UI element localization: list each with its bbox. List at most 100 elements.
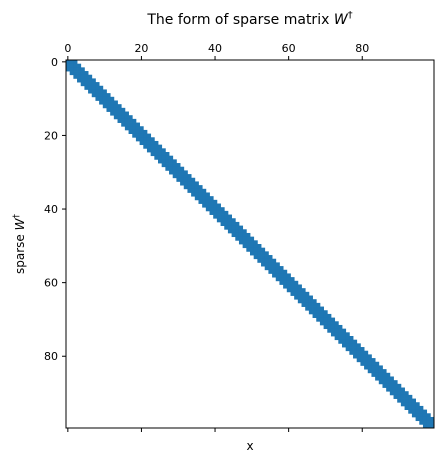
nonzero-cell <box>161 148 166 153</box>
nonzero-cell <box>338 339 343 344</box>
nonzero-cell <box>227 214 232 219</box>
nonzero-cell <box>319 310 324 315</box>
nonzero-cell <box>264 255 269 260</box>
nonzero-cell <box>102 104 107 109</box>
nonzero-cell <box>80 78 85 83</box>
nonzero-cell <box>194 181 199 186</box>
nonzero-cell <box>169 166 174 171</box>
nonzero-cell <box>227 225 232 230</box>
nonzero-cell <box>176 177 181 182</box>
nonzero-cell <box>290 288 295 293</box>
nonzero-cell <box>84 85 89 90</box>
nonzero-cell <box>102 89 107 94</box>
nonzero-cell <box>349 343 354 348</box>
nonzero-cell <box>91 85 96 90</box>
nonzero-cell <box>286 288 291 293</box>
nonzero-cell <box>231 229 236 234</box>
nonzero-cell <box>356 350 361 355</box>
nonzero-cell <box>411 405 416 410</box>
nonzero-cell <box>375 361 380 366</box>
nonzero-cell <box>139 140 144 146</box>
nonzero-cell <box>319 317 324 322</box>
nonzero-cell <box>353 350 358 355</box>
nonzero-cell <box>143 133 148 138</box>
nonzero-cell <box>242 244 247 249</box>
nonzero-cell <box>80 67 85 72</box>
nonzero-cell <box>404 405 409 410</box>
nonzero-cell <box>165 163 170 168</box>
nonzero-cell <box>128 122 133 127</box>
nonzero-cell <box>334 324 339 330</box>
nonzero-cell <box>246 232 251 238</box>
nonzero-cell <box>257 251 262 256</box>
nonzero-cell <box>117 118 122 123</box>
nonzero-cell <box>367 361 372 366</box>
nonzero-cell <box>411 409 416 414</box>
nonzero-cell <box>411 398 416 403</box>
nonzero-cell <box>124 111 129 116</box>
nonzero-cell <box>180 177 185 182</box>
nonzero-cell <box>172 163 177 168</box>
nonzero-cell <box>172 170 177 175</box>
nonzero-cell <box>66 63 71 68</box>
nonzero-cell <box>246 236 251 241</box>
nonzero-cell <box>231 232 236 238</box>
nonzero-cell <box>187 177 192 182</box>
nonzero-cell <box>110 104 115 109</box>
nonzero-cell <box>209 199 214 204</box>
nonzero-cell <box>397 398 402 403</box>
nonzero-cell <box>110 100 115 105</box>
nonzero-cell <box>294 288 299 293</box>
nonzero-cell <box>73 60 78 65</box>
nonzero-cell <box>128 126 133 131</box>
nonzero-cell <box>301 302 306 307</box>
nonzero-cell <box>220 207 225 212</box>
nonzero-cell <box>371 358 376 363</box>
nonzero-cell <box>209 203 214 208</box>
nonzero-cell <box>110 107 115 112</box>
y-tick-label: 20 <box>44 129 58 142</box>
nonzero-cell <box>143 140 148 146</box>
nonzero-cell <box>66 67 71 72</box>
nonzero-cell <box>139 129 144 134</box>
nonzero-cell <box>316 302 321 307</box>
nonzero-cell <box>202 196 207 201</box>
nonzero-cell <box>128 115 133 120</box>
nonzero-cell <box>297 299 302 304</box>
nonzero-cell <box>283 284 288 289</box>
nonzero-cell <box>117 107 122 112</box>
nonzero-cell <box>106 104 111 109</box>
nonzero-cell <box>132 133 137 138</box>
nonzero-cell <box>187 174 192 179</box>
nonzero-cell <box>327 313 332 318</box>
nonzero-cell <box>227 229 232 234</box>
nonzero-cell <box>250 244 255 249</box>
nonzero-cell <box>187 188 192 193</box>
nonzero-cell <box>253 244 258 249</box>
nonzero-cell <box>334 332 339 337</box>
nonzero-cell <box>305 306 310 311</box>
nonzero-cell <box>253 255 258 260</box>
nonzero-cell <box>415 402 420 407</box>
nonzero-cell <box>308 299 313 304</box>
nonzero-cell <box>99 89 104 94</box>
nonzero-cell <box>191 181 196 186</box>
nonzero-cell <box>169 163 174 168</box>
nonzero-cell <box>224 225 229 230</box>
nonzero-cell <box>268 269 273 274</box>
nonzero-cell <box>261 258 266 263</box>
y-tick-label: 40 <box>44 203 58 216</box>
nonzero-cell <box>422 424 428 429</box>
nonzero-cell <box>386 376 391 381</box>
nonzero-cell <box>227 218 232 223</box>
nonzero-cell <box>408 402 413 407</box>
nonzero-cell <box>224 218 229 223</box>
nonzero-cell <box>386 387 391 392</box>
nonzero-cell <box>356 358 361 363</box>
nonzero-cell <box>349 347 354 352</box>
nonzero-cell <box>360 347 365 352</box>
nonzero-cell <box>389 380 394 385</box>
nonzero-cell <box>397 391 402 396</box>
nonzero-cell <box>110 96 115 101</box>
nonzero-cell <box>253 247 258 252</box>
